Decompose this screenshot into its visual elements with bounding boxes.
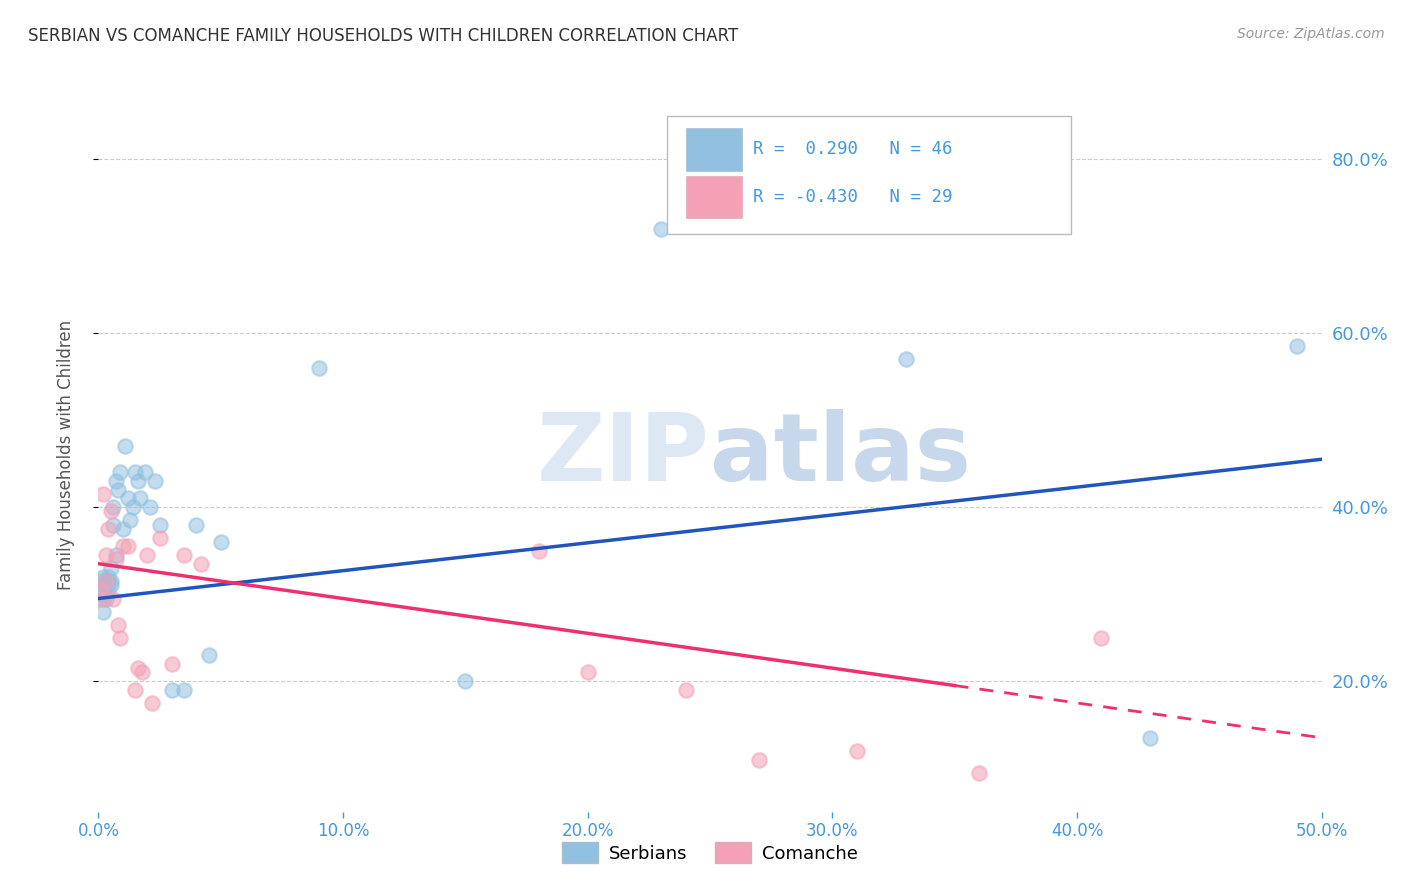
Point bbox=[110, 466, 132, 480]
Point bbox=[527, 543, 550, 558]
Point bbox=[91, 487, 114, 501]
Point bbox=[100, 561, 122, 575]
Point bbox=[97, 522, 120, 536]
Point bbox=[1139, 731, 1161, 745]
Point bbox=[90, 574, 112, 588]
Point bbox=[136, 548, 159, 562]
Text: SERBIAN VS COMANCHE FAMILY HOUSEHOLDS WITH CHILDREN CORRELATION CHART: SERBIAN VS COMANCHE FAMILY HOUSEHOLDS WI… bbox=[28, 27, 738, 45]
Point bbox=[1286, 339, 1309, 353]
Text: Source: ZipAtlas.com: Source: ZipAtlas.com bbox=[1237, 27, 1385, 41]
Point bbox=[100, 504, 122, 518]
FancyBboxPatch shape bbox=[686, 176, 742, 218]
Point bbox=[139, 500, 162, 515]
Point bbox=[121, 500, 143, 515]
Point bbox=[576, 665, 599, 680]
Y-axis label: Family Households with Children: Family Households with Children bbox=[56, 320, 75, 590]
Point bbox=[845, 744, 868, 758]
Point bbox=[127, 474, 149, 488]
Point bbox=[104, 552, 127, 566]
Point bbox=[101, 591, 124, 606]
Point bbox=[143, 474, 166, 488]
Point bbox=[94, 574, 117, 588]
Point bbox=[160, 682, 183, 697]
Point bbox=[894, 352, 917, 367]
Point bbox=[100, 578, 122, 592]
Point bbox=[120, 513, 142, 527]
Point bbox=[209, 535, 232, 549]
FancyBboxPatch shape bbox=[668, 116, 1071, 234]
Point bbox=[131, 665, 153, 680]
Point bbox=[173, 682, 195, 697]
Point bbox=[101, 500, 124, 515]
Point bbox=[94, 578, 117, 592]
Point bbox=[110, 631, 132, 645]
Point bbox=[124, 466, 146, 480]
Point bbox=[117, 491, 139, 506]
Point bbox=[149, 531, 172, 545]
Point bbox=[114, 439, 136, 453]
Point bbox=[149, 517, 172, 532]
Point bbox=[748, 752, 770, 766]
Point bbox=[650, 221, 672, 235]
Point bbox=[141, 696, 163, 710]
Point bbox=[173, 548, 195, 562]
Point bbox=[91, 605, 114, 619]
Point bbox=[91, 570, 114, 584]
Point bbox=[100, 574, 122, 588]
Point bbox=[124, 682, 146, 697]
Point bbox=[197, 648, 219, 662]
Point bbox=[967, 765, 990, 780]
Point bbox=[97, 570, 120, 584]
Point bbox=[134, 466, 156, 480]
Point bbox=[94, 574, 117, 588]
Point bbox=[94, 591, 117, 606]
Point bbox=[129, 491, 152, 506]
Point bbox=[111, 539, 134, 553]
Text: atlas: atlas bbox=[710, 409, 972, 501]
Point bbox=[97, 574, 120, 588]
Point bbox=[101, 517, 124, 532]
Point bbox=[104, 474, 127, 488]
Point bbox=[104, 548, 127, 562]
Point bbox=[97, 582, 120, 597]
Point bbox=[308, 360, 330, 375]
Point bbox=[190, 557, 212, 571]
Point bbox=[186, 517, 208, 532]
Point bbox=[91, 591, 114, 606]
Point bbox=[90, 582, 112, 597]
Legend: Serbians, Comanche: Serbians, Comanche bbox=[555, 835, 865, 871]
Point bbox=[1090, 631, 1112, 645]
Point bbox=[675, 682, 697, 697]
Point bbox=[90, 591, 112, 606]
Text: R =  0.290   N = 46: R = 0.290 N = 46 bbox=[752, 141, 952, 159]
Point bbox=[91, 578, 114, 592]
Point bbox=[111, 522, 134, 536]
Point bbox=[454, 674, 477, 689]
Point bbox=[117, 539, 139, 553]
FancyBboxPatch shape bbox=[686, 128, 742, 170]
Text: ZIP: ZIP bbox=[537, 409, 710, 501]
Point bbox=[127, 661, 149, 675]
Point bbox=[160, 657, 183, 671]
Point bbox=[107, 617, 129, 632]
Point bbox=[94, 548, 117, 562]
Point bbox=[90, 582, 112, 597]
Point bbox=[91, 587, 114, 601]
Text: R = -0.430   N = 29: R = -0.430 N = 29 bbox=[752, 187, 952, 205]
Point bbox=[94, 587, 117, 601]
Point bbox=[107, 483, 129, 497]
